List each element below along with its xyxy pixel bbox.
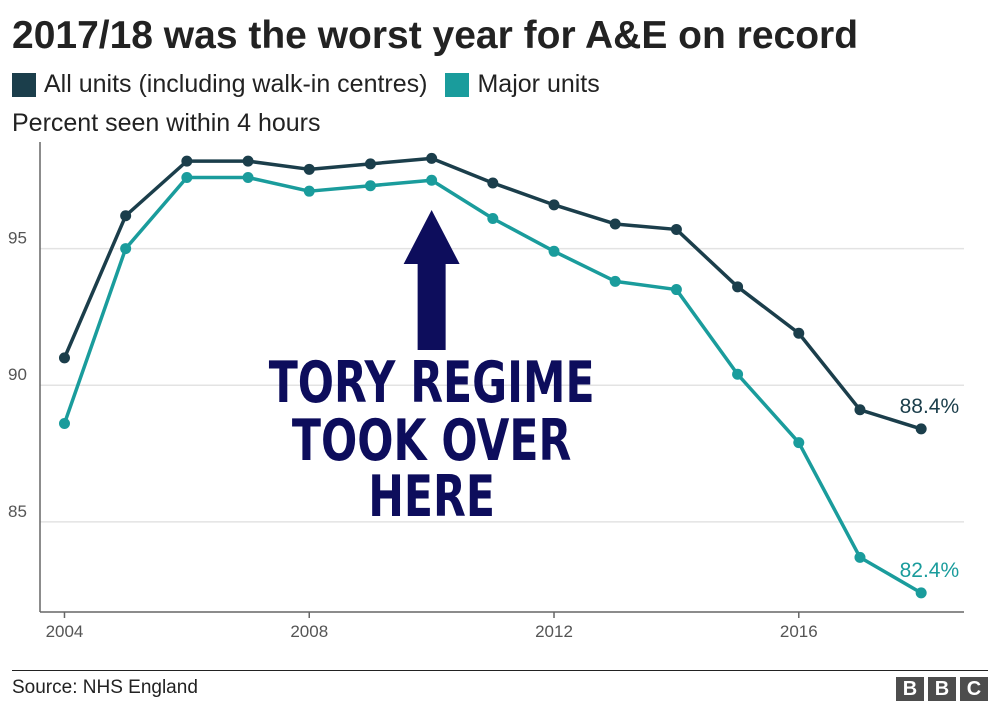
legend-item-all-units: All units (including walk-in centres) — [12, 70, 427, 99]
data-point-major_units-2012 — [548, 245, 560, 257]
y-tick-label-85: 85 — [8, 502, 27, 521]
data-point-major_units-2010 — [426, 174, 438, 186]
data-point-major_units-2013 — [609, 275, 621, 287]
data-point-major_units-2011 — [487, 213, 499, 225]
annotation-text-line-2: TOOK OVER — [292, 407, 571, 474]
legend-swatch-all-units — [12, 72, 36, 97]
end-label-all_units: 88.4% — [900, 395, 960, 418]
data-point-major_units-2018 — [915, 587, 927, 599]
x-tick-label-2008: 2008 — [290, 622, 328, 641]
source-note: Source: NHS England — [12, 677, 198, 698]
legend-item-major-units: Major units — [445, 70, 600, 99]
annotation-text-line-1: TORY REGIME — [269, 349, 595, 416]
data-point-all_units-2008 — [303, 163, 315, 175]
logo-letter-2: B — [928, 677, 956, 701]
data-point-major_units-2007 — [242, 172, 254, 184]
data-point-all_units-2006 — [181, 155, 193, 167]
data-point-major_units-2014 — [670, 284, 682, 296]
annotation-text-line-3: HERE — [368, 463, 495, 530]
up-arrow-icon — [403, 210, 460, 350]
bbc-logo: B B C — [896, 677, 988, 701]
y-axis-label: Percent seen within 4 hours — [12, 109, 321, 137]
x-tick-label-2012: 2012 — [535, 622, 573, 641]
data-point-all_units-2013 — [609, 218, 621, 230]
data-point-all_units-2004 — [58, 352, 70, 364]
data-point-all_units-2011 — [487, 177, 499, 189]
source-divider — [12, 670, 988, 671]
data-point-all_units-2014 — [670, 223, 682, 235]
legend-label-major-units: Major units — [477, 70, 600, 98]
data-point-major_units-2005 — [120, 243, 132, 255]
logo-letter-1: B — [896, 677, 924, 701]
data-point-all_units-2007 — [242, 155, 254, 167]
data-point-major_units-2004 — [58, 417, 70, 429]
logo-letter-3: C — [960, 677, 988, 701]
data-point-major_units-2006 — [181, 172, 193, 184]
end-label-major_units: 82.4% — [900, 559, 960, 582]
data-point-all_units-2016 — [793, 327, 805, 339]
legend: All units (including walk-in centres) Ma… — [12, 70, 618, 99]
data-point-major_units-2008 — [303, 185, 315, 197]
data-point-all_units-2015 — [732, 281, 744, 293]
data-point-all_units-2005 — [120, 210, 132, 222]
chart-title: 2017/18 was the worst year for A&E on re… — [12, 14, 859, 57]
legend-label-all-units: All units (including walk-in centres) — [44, 70, 428, 98]
data-point-all_units-2012 — [548, 199, 560, 211]
y-tick-label-95: 95 — [8, 229, 27, 248]
line-chart: 85 90 95 2004 2008 2012 2016 88.4% 82.4% TORY REG… — [8, 142, 964, 641]
data-point-major_units-2016 — [793, 437, 805, 449]
data-point-major_units-2009 — [364, 180, 376, 192]
data-point-all_units-2010 — [426, 152, 438, 164]
x-tick-label-2016: 2016 — [780, 622, 818, 641]
data-point-major_units-2015 — [732, 368, 744, 380]
data-point-major_units-2017 — [854, 551, 866, 563]
data-point-all_units-2017 — [854, 404, 866, 416]
x-tick-label-2004: 2004 — [46, 622, 84, 641]
legend-swatch-major-units — [445, 72, 470, 97]
data-point-all_units-2009 — [364, 158, 376, 170]
y-tick-label-90: 90 — [8, 365, 27, 384]
data-point-all_units-2018 — [915, 423, 927, 435]
